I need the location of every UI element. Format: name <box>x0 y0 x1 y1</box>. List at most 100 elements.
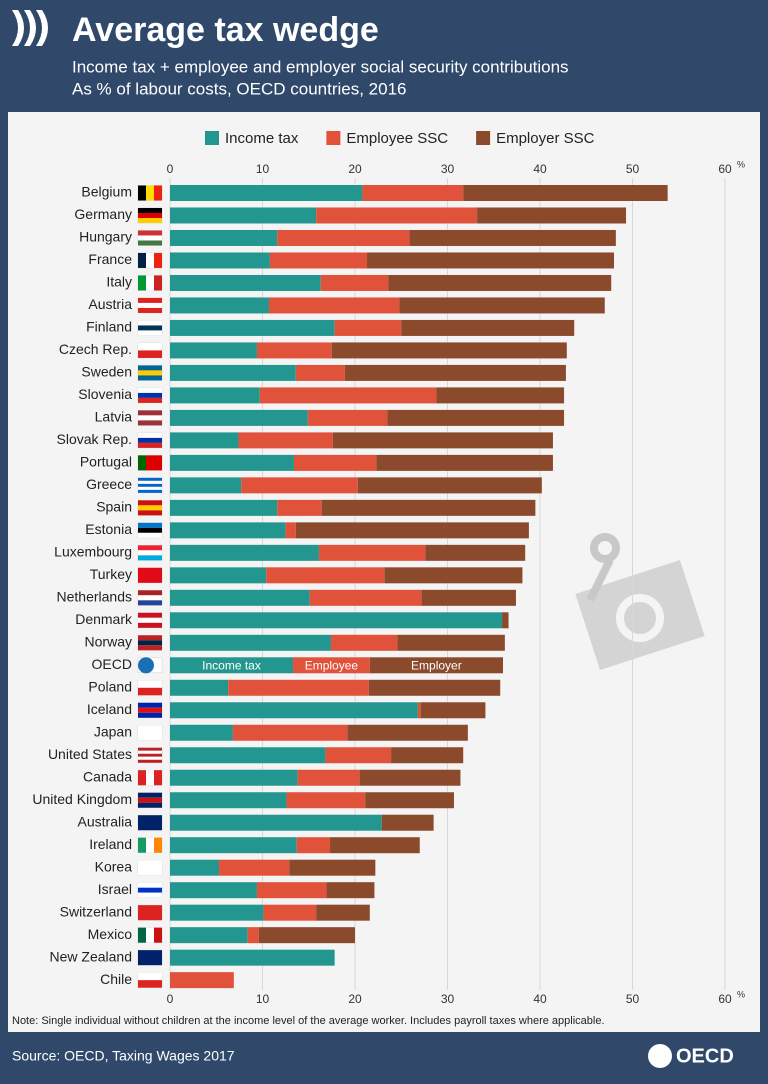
bar-segment <box>399 297 605 314</box>
bar-segment <box>421 589 516 606</box>
bar-segment <box>256 342 332 359</box>
flag-stripe <box>138 320 162 326</box>
y-tick-label: Slovak Rep. <box>57 431 132 447</box>
flag-stripe <box>138 545 162 551</box>
x-tick-label: 10 <box>256 992 270 1006</box>
flag-stripe <box>138 640 162 646</box>
bar-segment <box>258 927 355 944</box>
bar-segment <box>170 432 239 449</box>
bar-segment <box>277 499 322 516</box>
flag-stripe <box>138 410 162 416</box>
bar-segment <box>170 792 287 809</box>
bar-segment <box>170 634 331 651</box>
bar-segment <box>247 927 259 944</box>
scissors-icon <box>575 533 705 671</box>
bar-segment <box>268 297 400 314</box>
x-tick-label: 0 <box>167 992 174 1006</box>
flag-stripe <box>154 185 162 201</box>
x-tick-label: 0 <box>167 162 174 176</box>
bar-segment <box>170 544 319 561</box>
bar-segment <box>170 837 297 854</box>
flag-stripe <box>138 759 162 763</box>
flag-stripe <box>154 837 162 853</box>
flag-stripe <box>138 617 162 623</box>
bar-segment <box>331 342 567 359</box>
flag-stripe <box>138 567 162 583</box>
flag-stripe <box>154 770 162 786</box>
x-unit: % <box>737 159 745 169</box>
bar-segment <box>285 522 296 539</box>
flag-stripe <box>138 522 162 528</box>
flag-stripe <box>138 756 162 760</box>
bar-segment <box>170 387 260 404</box>
bar-label: Employee <box>305 658 359 672</box>
bar-segment <box>391 747 464 764</box>
flag-stripe <box>138 342 162 351</box>
bar-segment <box>295 364 345 381</box>
flag-stripe <box>138 420 162 426</box>
flag-stripe <box>138 645 162 651</box>
y-tick-label: France <box>88 251 132 267</box>
flag-stripe <box>138 707 162 713</box>
bar-segment <box>296 837 331 854</box>
bar-segment <box>256 882 327 899</box>
flag-stripe <box>146 185 154 201</box>
bar-segment <box>367 252 614 269</box>
flag-stripe <box>138 235 162 241</box>
bar-segment <box>170 702 418 719</box>
flag-stripe <box>138 297 162 303</box>
bar-segment <box>170 342 257 359</box>
flag-stripe <box>138 815 162 831</box>
bar-segment <box>238 432 333 449</box>
y-tick-label: Portugal <box>80 454 132 470</box>
bar-segment <box>170 657 294 674</box>
bar-segment <box>170 454 294 471</box>
flag-stripe <box>138 275 146 291</box>
bar-segment <box>293 454 377 471</box>
x-tick-label: 30 <box>441 162 455 176</box>
bar-segment <box>330 837 420 854</box>
bar-segment <box>420 702 486 719</box>
bar-segment <box>344 364 566 381</box>
flag-stripe <box>138 307 162 313</box>
flag-stripe <box>154 252 162 268</box>
flag-stripe <box>138 370 162 376</box>
legend-swatch <box>326 131 341 145</box>
y-tick-label: Belgium <box>81 184 132 200</box>
bar-segment <box>170 567 267 584</box>
flag-stripe <box>154 275 162 291</box>
bar-segment <box>263 904 317 921</box>
bar-segment <box>228 679 369 696</box>
flag-stripe <box>138 882 162 888</box>
bar-segment <box>401 319 575 336</box>
x-tick-label: 30 <box>441 992 455 1006</box>
bar-segment <box>368 679 501 696</box>
legend-swatch <box>205 131 219 145</box>
bar-segment <box>330 634 398 651</box>
flag-stripe <box>146 837 154 853</box>
bar-segment <box>170 297 269 314</box>
y-tick-label: Finland <box>86 319 132 335</box>
bar-segment <box>170 769 298 786</box>
flag-stripe <box>138 437 162 443</box>
x-tick-label: 50 <box>626 162 640 176</box>
flag-stripe <box>138 527 162 533</box>
flag-stripe <box>146 455 154 471</box>
subtitle: As % of labour costs, OECD countries, 20… <box>72 79 407 98</box>
bar-segment <box>170 927 248 944</box>
y-tick-label: Estonia <box>85 521 132 537</box>
y-tick-label: Ireland <box>89 836 132 852</box>
bar-segment <box>289 859 376 876</box>
y-tick-label: Iceland <box>87 701 132 717</box>
bar-segment <box>259 387 437 404</box>
y-tick-label: Austria <box>88 296 132 312</box>
flag-stripe <box>138 680 162 688</box>
flag-stripe <box>138 622 162 628</box>
flag-stripe <box>138 887 162 893</box>
y-tick-label: Japan <box>94 723 132 739</box>
flag-stripe <box>146 927 154 943</box>
flag-stripe <box>138 392 162 398</box>
bar-segment <box>325 747 392 764</box>
bar-segment <box>170 499 278 516</box>
